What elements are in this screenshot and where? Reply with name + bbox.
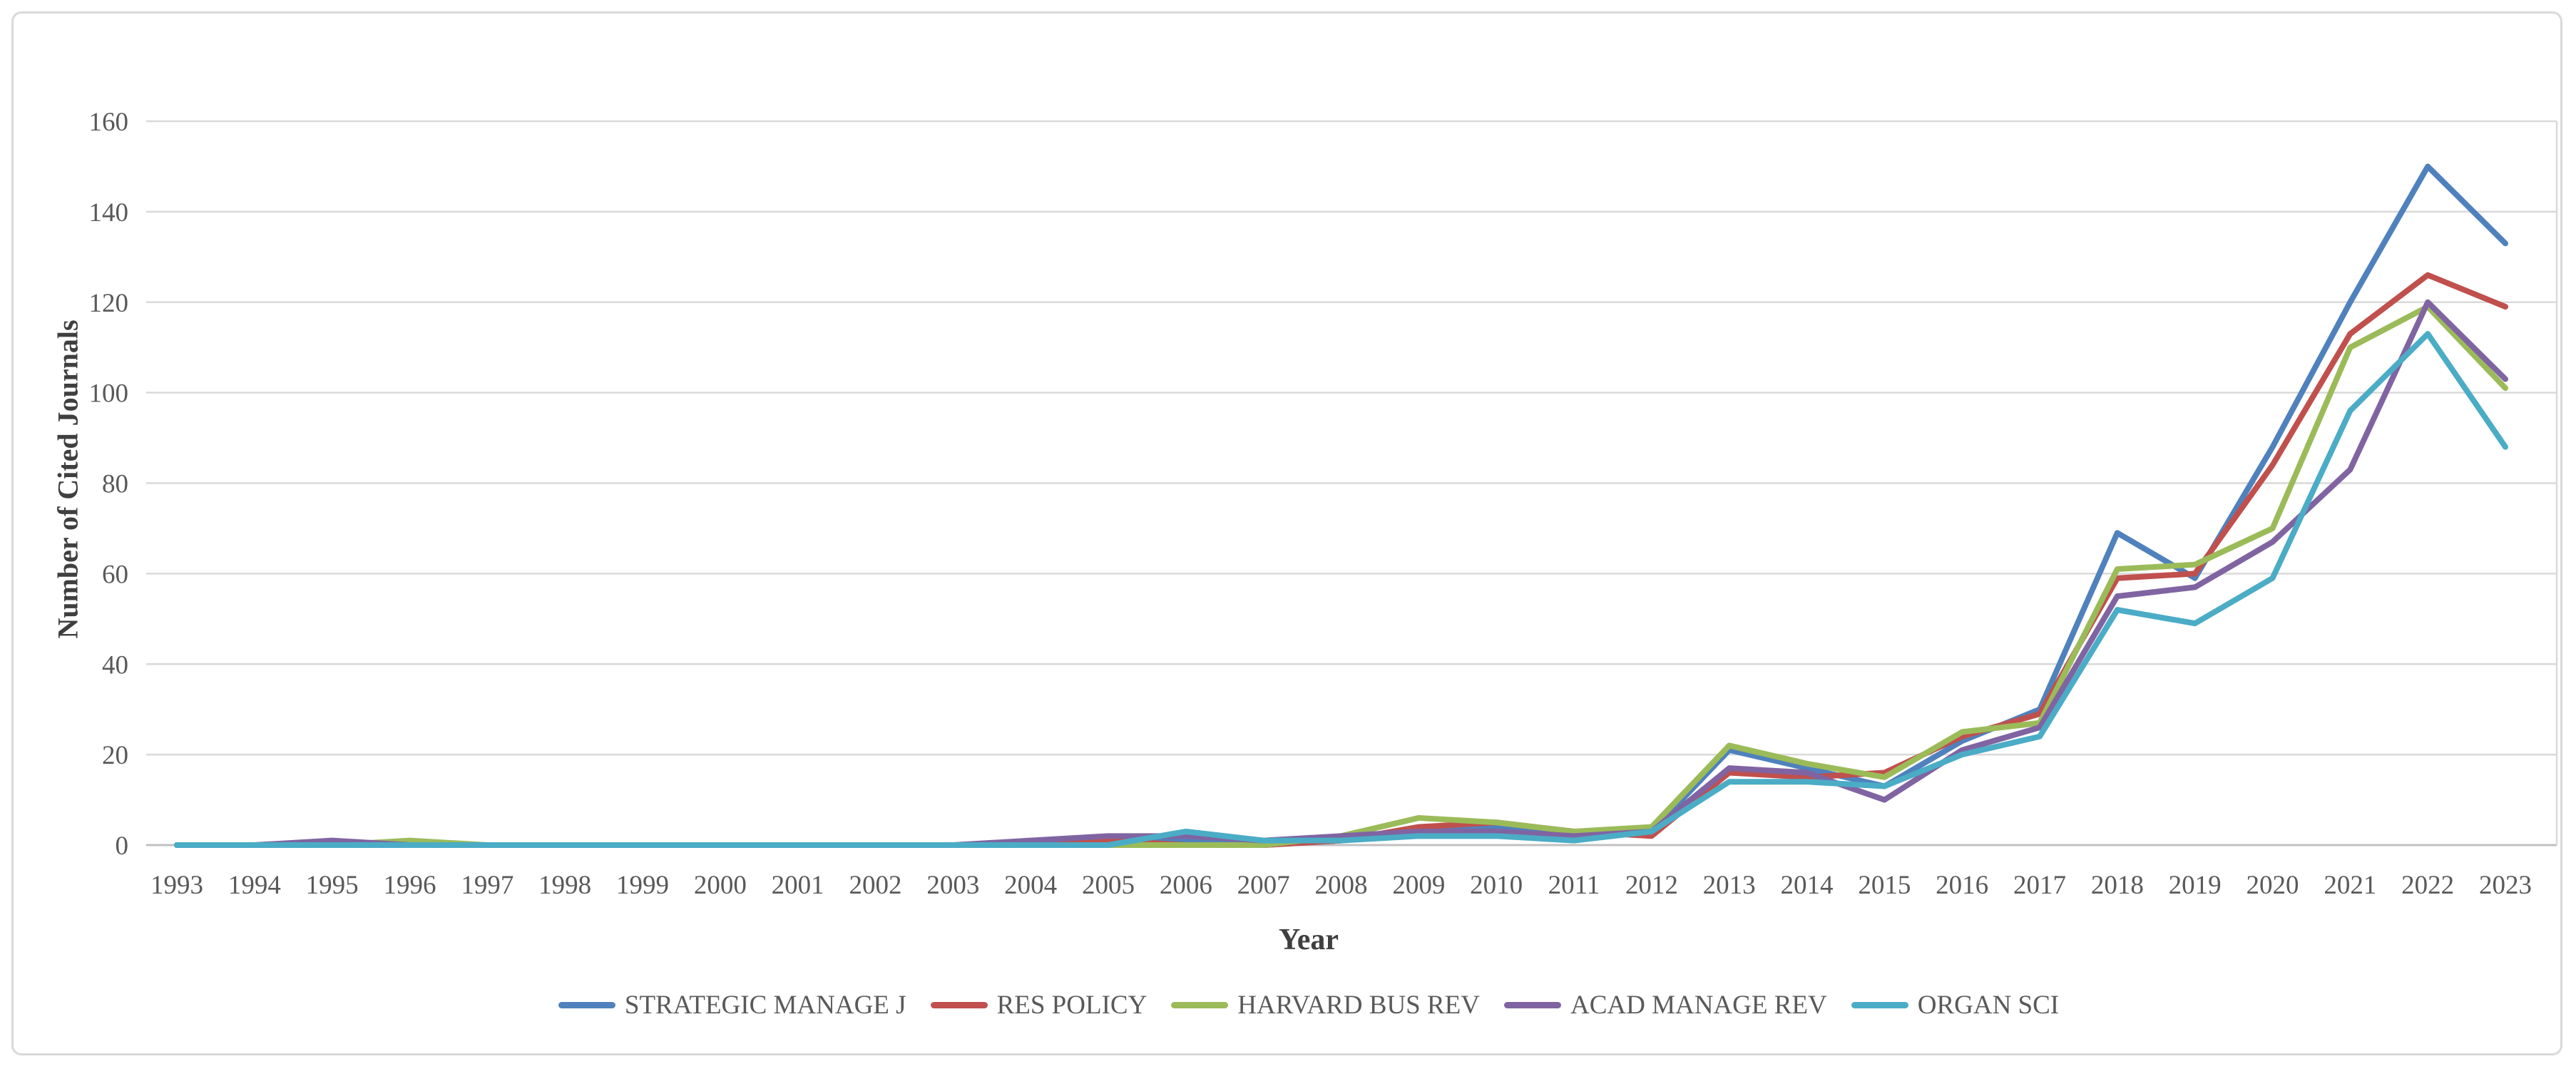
x-tick-label: 1994 xyxy=(228,871,281,900)
x-tick-label: 2013 xyxy=(1703,871,1756,900)
x-tick-label: 2022 xyxy=(2401,871,2454,900)
legend-label: RES POLICY xyxy=(996,990,1148,1020)
x-tick-label: 2015 xyxy=(1858,871,1911,900)
x-tick-label: 2014 xyxy=(1781,871,1834,900)
x-tick-label: 2017 xyxy=(2013,871,2066,900)
x-tick-label: 2008 xyxy=(1315,871,1368,900)
y-tick-label: 160 xyxy=(89,108,129,137)
legend-item-harvard-bus-rev: HARVARD BUS REV xyxy=(1171,990,1480,1021)
series-line-res-policy xyxy=(174,272,2508,848)
legend-item-organ-sci: ORGAN SCI xyxy=(1851,990,2059,1021)
x-tick-label: 2005 xyxy=(1082,871,1135,900)
legend-swatch-icon xyxy=(1851,1001,1908,1008)
x-tick-label: 2018 xyxy=(2091,871,2144,900)
y-tick-label: 120 xyxy=(89,289,129,318)
x-tick-label: 2003 xyxy=(926,871,979,900)
legend-item-strategic-manage-j: STRATEGIC MANAGE J xyxy=(558,990,906,1021)
legend-label: ORGAN SCI xyxy=(1917,990,2060,1020)
x-tick-label: 2009 xyxy=(1392,871,1445,900)
x-tick-label: 1998 xyxy=(538,871,591,900)
x-tick-label: 2021 xyxy=(2324,871,2376,900)
legend-swatch-icon xyxy=(1504,1001,1561,1008)
legend-label: HARVARD BUS REV xyxy=(1237,990,1480,1020)
x-tick-label: 2000 xyxy=(694,871,747,900)
series-line-strategic-manage-j xyxy=(174,163,2508,848)
x-tick-label: 1999 xyxy=(616,871,669,900)
y-axis-title: Number of Cited Journals xyxy=(51,319,84,639)
x-tick-label: 2020 xyxy=(2247,871,2299,900)
y-tick-label: 60 xyxy=(102,560,128,589)
legend: STRATEGIC MANAGE J RES POLICY HARVARD BUS … xyxy=(146,987,2471,1023)
y-tick-label: 100 xyxy=(89,379,129,409)
x-axis-title: Year xyxy=(1279,924,1339,956)
x-tick-label: 2011 xyxy=(1548,871,1600,900)
legend-label: STRATEGIC MANAGE J xyxy=(624,990,906,1020)
x-tick-label: 1997 xyxy=(461,871,513,900)
y-tick-label: 0 xyxy=(116,832,129,861)
x-tick-label: 2016 xyxy=(1936,871,1988,900)
x-tick-label: 2004 xyxy=(1004,871,1057,900)
x-tick-label: 1995 xyxy=(306,871,359,900)
x-tick-label: 1996 xyxy=(384,871,436,900)
legend-item-acad-manage-rev: ACAD MANAGE REV xyxy=(1504,990,1827,1021)
y-tick-label: 80 xyxy=(102,470,128,499)
x-tick-label: 2023 xyxy=(2479,871,2532,900)
x-tick-label: 2010 xyxy=(1470,871,1523,900)
y-tick-label: 140 xyxy=(89,198,129,227)
x-tick-label: 2006 xyxy=(1160,871,1212,900)
x-tick-label: 2012 xyxy=(1625,871,1678,900)
legend-swatch-icon xyxy=(1171,1001,1229,1008)
y-tick-label: 40 xyxy=(102,650,128,680)
x-tick-label: 1993 xyxy=(150,871,203,900)
y-tick-label: 20 xyxy=(102,741,128,770)
chart-frame-border xyxy=(11,11,2562,1055)
x-tick-label: 2019 xyxy=(2169,871,2222,900)
x-tick-label: 2001 xyxy=(772,871,824,900)
legend-swatch-icon xyxy=(558,1001,615,1008)
x-tick-label: 2002 xyxy=(849,871,902,900)
x-tick-label: 2007 xyxy=(1237,871,1290,900)
legend-label: ACAD MANAGE REV xyxy=(1570,990,1827,1020)
legend-swatch-icon xyxy=(930,1001,988,1008)
series-line-organ-sci xyxy=(174,331,2508,848)
legend-item-res-policy: RES POLICY xyxy=(930,990,1148,1021)
